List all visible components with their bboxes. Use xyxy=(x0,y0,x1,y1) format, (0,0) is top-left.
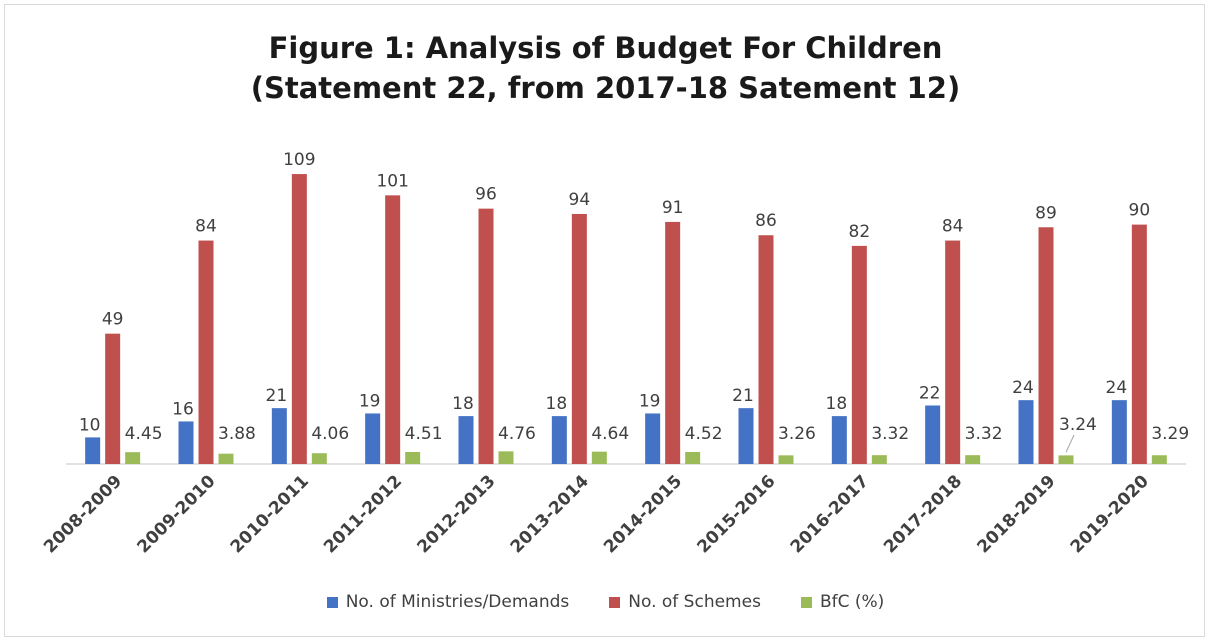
data-label-0-1: 16 xyxy=(172,399,194,419)
legend-swatch-bfc xyxy=(800,596,812,608)
bar-2-1 xyxy=(218,453,234,464)
legend-swatch-ministries xyxy=(326,596,338,608)
x-tick-label-5: 2013-2014 xyxy=(507,471,593,557)
data-label-0-9: 22 xyxy=(919,383,941,403)
data-label-0-2: 21 xyxy=(266,386,288,406)
data-label-1-2: 109 xyxy=(283,150,315,170)
bar-1-4 xyxy=(478,208,494,464)
bar-0-11 xyxy=(1111,400,1127,464)
bar-2-4 xyxy=(498,451,514,464)
chart-title-line2: (Statement 22, from 2017-18 Satement 12) xyxy=(250,71,961,105)
bar-1-0 xyxy=(105,333,121,464)
bar-0-1 xyxy=(178,421,194,464)
data-label-0-3: 19 xyxy=(359,391,381,411)
data-label-2-5: 4.64 xyxy=(591,424,629,444)
bar-2-6 xyxy=(685,451,701,464)
legend-swatch-schemes xyxy=(609,596,621,608)
bar-2-5 xyxy=(591,451,607,464)
bar-0-7 xyxy=(738,408,754,464)
data-label-0-6: 19 xyxy=(639,391,661,411)
data-label-1-3: 101 xyxy=(376,171,408,191)
chart-title: Figure 1: Analysis of Budget For Childre… xyxy=(0,28,1211,108)
data-label-1-11: 90 xyxy=(1129,201,1151,221)
data-label-2-1: 3.88 xyxy=(218,424,256,444)
data-label-2-2: 4.06 xyxy=(311,424,349,444)
bar-2-0 xyxy=(125,452,141,464)
data-label-2-11: 3.29 xyxy=(1151,424,1189,444)
x-tick-label-11: 2019-2020 xyxy=(1067,471,1153,557)
bar-1-3 xyxy=(385,195,401,464)
bar-0-8 xyxy=(831,416,847,464)
data-label-2-7: 3.26 xyxy=(778,424,816,444)
data-label-1-1: 84 xyxy=(195,217,217,237)
x-tick-label-2: 2010-2011 xyxy=(227,471,313,557)
data-label-2-10: 3.24 xyxy=(1059,415,1097,435)
data-label-1-7: 86 xyxy=(755,211,777,231)
bar-1-5 xyxy=(571,213,587,464)
legend-item-schemes: No. of Schemes xyxy=(609,592,761,612)
data-label-2-4: 4.76 xyxy=(498,424,536,444)
x-tick-label-8: 2016-2017 xyxy=(787,471,873,557)
bar-2-8 xyxy=(871,455,887,464)
bar-0-4 xyxy=(458,416,474,464)
x-tick-label-0: 2008-2009 xyxy=(40,471,126,557)
bar-1-7 xyxy=(758,235,774,464)
legend-label-bfc: BfC (%) xyxy=(819,592,885,612)
data-label-2-3: 4.51 xyxy=(405,424,443,444)
chart-title-line1: Figure 1: Analysis of Budget For Childre… xyxy=(268,31,943,65)
data-label-0-5: 18 xyxy=(546,394,568,414)
bar-0-10 xyxy=(1018,400,1034,464)
legend: No. of Ministries/Demands No. of Schemes… xyxy=(0,592,1211,612)
bar-1-11 xyxy=(1131,224,1147,464)
bar-2-7 xyxy=(778,455,794,464)
data-label-2-8: 3.32 xyxy=(871,424,909,444)
leader-line xyxy=(1065,434,1075,453)
bar-0-6 xyxy=(645,413,661,464)
bar-1-9 xyxy=(945,240,961,464)
x-tick-label-9: 2017-2018 xyxy=(880,471,966,557)
bar-1-6 xyxy=(665,221,681,464)
data-label-2-9: 3.32 xyxy=(965,424,1003,444)
bar-2-9 xyxy=(965,455,981,464)
x-tick-label-6: 2014-2015 xyxy=(600,471,686,557)
bar-0-2 xyxy=(271,408,287,464)
data-label-1-5: 94 xyxy=(569,190,591,210)
data-label-2-0: 4.45 xyxy=(125,424,163,444)
bar-2-2 xyxy=(311,453,327,464)
bar-2-3 xyxy=(405,452,421,464)
legend-label-schemes: No. of Schemes xyxy=(628,592,761,612)
bar-2-11 xyxy=(1151,455,1167,464)
legend-label-ministries: No. of Ministries/Demands xyxy=(345,592,570,612)
data-label-0-0: 10 xyxy=(79,415,101,435)
data-label-0-4: 18 xyxy=(452,394,474,414)
data-label-0-8: 18 xyxy=(826,394,848,414)
legend-item-bfc: BfC (%) xyxy=(800,592,885,612)
bar-1-10 xyxy=(1038,227,1054,464)
data-label-0-7: 21 xyxy=(732,386,754,406)
data-label-2-6: 4.52 xyxy=(685,424,723,444)
bar-0-9 xyxy=(925,405,941,464)
x-tick-label-3: 2011-2012 xyxy=(320,471,406,557)
x-tick-label-4: 2012-2013 xyxy=(413,471,499,557)
bar-1-8 xyxy=(851,245,867,464)
bar-1-2 xyxy=(291,174,307,464)
data-label-1-9: 84 xyxy=(942,217,964,237)
x-tick-label-7: 2015-2016 xyxy=(693,471,779,557)
data-label-0-11: 24 xyxy=(1106,378,1128,398)
bar-1-1 xyxy=(198,240,214,464)
bar-2-10 xyxy=(1058,455,1074,464)
data-label-1-4: 96 xyxy=(475,185,497,205)
data-label-1-6: 91 xyxy=(662,198,684,218)
bar-0-0 xyxy=(85,437,101,464)
data-label-0-10: 24 xyxy=(1012,378,1034,398)
bar-0-3 xyxy=(365,413,381,464)
bar-0-5 xyxy=(551,416,567,464)
x-tick-label-10: 2018-2019 xyxy=(973,471,1059,557)
data-label-1-10: 89 xyxy=(1035,203,1057,223)
legend-item-ministries: No. of Ministries/Demands xyxy=(326,592,570,612)
data-label-1-0: 49 xyxy=(102,310,124,330)
x-tick-label-1: 2009-2010 xyxy=(133,471,219,557)
data-label-1-8: 82 xyxy=(849,222,871,242)
